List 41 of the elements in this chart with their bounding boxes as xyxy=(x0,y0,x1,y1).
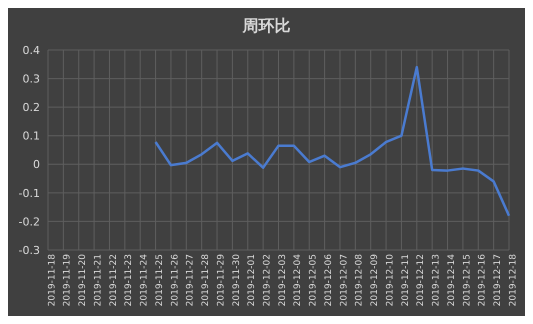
x-tick-label: 2019-12-01 xyxy=(247,254,258,306)
x-tick-label: 2019-11-26 xyxy=(170,254,180,306)
x-tick-label: 2019-12-16 xyxy=(478,254,488,306)
y-tick-label: 0.3 xyxy=(22,72,40,86)
y-tick-label: 0.1 xyxy=(22,130,40,143)
x-tick-label: 2019-11-30 xyxy=(232,254,242,306)
x-tick-label: 2019-12-10 xyxy=(385,254,396,306)
x-tick-label: 2019-11-25 xyxy=(154,254,165,306)
x-tick-label: 2019-12-13 xyxy=(432,254,442,306)
x-tick-label: 2019-12-02 xyxy=(262,254,273,306)
x-tick-label: 2019-12-05 xyxy=(308,254,319,306)
y-tick-label: 0 xyxy=(33,158,40,172)
x-tick-label: 2019-11-18 xyxy=(47,254,58,306)
y-tick-label: 0.2 xyxy=(22,101,40,114)
line-series xyxy=(154,66,510,217)
x-tick-label: 2019-12-09 xyxy=(370,254,380,306)
x-tick-label: 2019-12-11 xyxy=(400,254,411,306)
x-tick-label: 2019-12-12 xyxy=(416,254,426,306)
x-tick-label: 2019-12-18 xyxy=(508,254,518,306)
x-tick-label: 2019-11-27 xyxy=(186,254,196,306)
y-tick-label: -0.3 xyxy=(18,244,40,257)
y-tick-label: 0.4 xyxy=(22,44,40,57)
x-tick-label: 2019-11-24 xyxy=(140,254,150,306)
x-tick-label: 2019-11-19 xyxy=(62,254,73,306)
x-tick-label: 2019-12-03 xyxy=(278,254,288,306)
x-tick-label: 2019-11-20 xyxy=(78,254,88,306)
y-tick-label: -0.1 xyxy=(18,186,40,200)
x-tick-label: 2019-11-22 xyxy=(108,254,119,306)
x-tick-label: 2019-12-15 xyxy=(462,254,472,306)
x-tick-label: 2019-12-14 xyxy=(446,254,457,306)
chart-title: 周环比 xyxy=(242,15,292,37)
x-tick-label: 2019-11-28 xyxy=(201,254,212,306)
x-tick-label: 2019-11-23 xyxy=(124,254,134,306)
y-tick-label: -0.2 xyxy=(18,215,40,228)
x-tick-label: 2019-11-21 xyxy=(93,254,104,306)
x-tick-label: 2019-12-07 xyxy=(339,254,350,306)
x-tick-label: 2019-11-29 xyxy=(216,254,226,306)
x-tick-label: 2019-12-17 xyxy=(493,254,504,306)
x-tick-label: 2019-12-08 xyxy=(354,254,365,306)
x-tick-label: 2019-12-06 xyxy=(324,254,334,306)
x-tick-label: 2019-12-04 xyxy=(293,254,304,306)
